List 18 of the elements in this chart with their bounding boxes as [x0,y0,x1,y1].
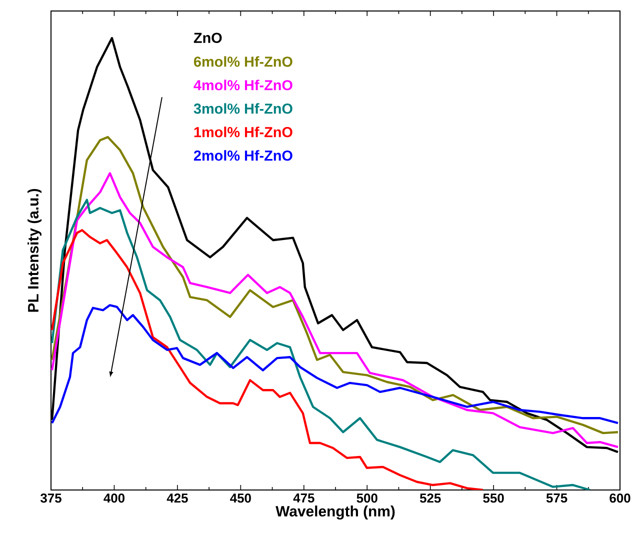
text: 1mol% Hf-ZnO [194,126,292,138]
x-tick-label: 475 [293,494,314,503]
x-tick-label: 450 [230,494,251,503]
x-tick-label: 375 [40,494,62,503]
text: 2mol% Hf-ZnO [194,150,292,161]
x-tick-label: 575 [546,494,568,503]
x-tick-label: 400 [104,494,124,503]
x-tick-label: 500 [356,494,378,503]
y-axis-title: PL Intensity (a.u.) [28,188,42,312]
x-tick-label: 600 [610,494,630,503]
text: 3mol% Hf-ZnO [194,103,292,114]
text: 6mol% Hf-ZnO [194,56,292,67]
text: 4mol% Hf-ZnO [194,80,292,90]
text: ZnO [194,32,222,43]
x-axis-title: Wavelength (nm) [276,506,395,520]
x-tick-label: 550 [483,494,504,503]
x-tick-label: 525 [420,494,441,503]
x-tick-label: 425 [166,494,188,503]
